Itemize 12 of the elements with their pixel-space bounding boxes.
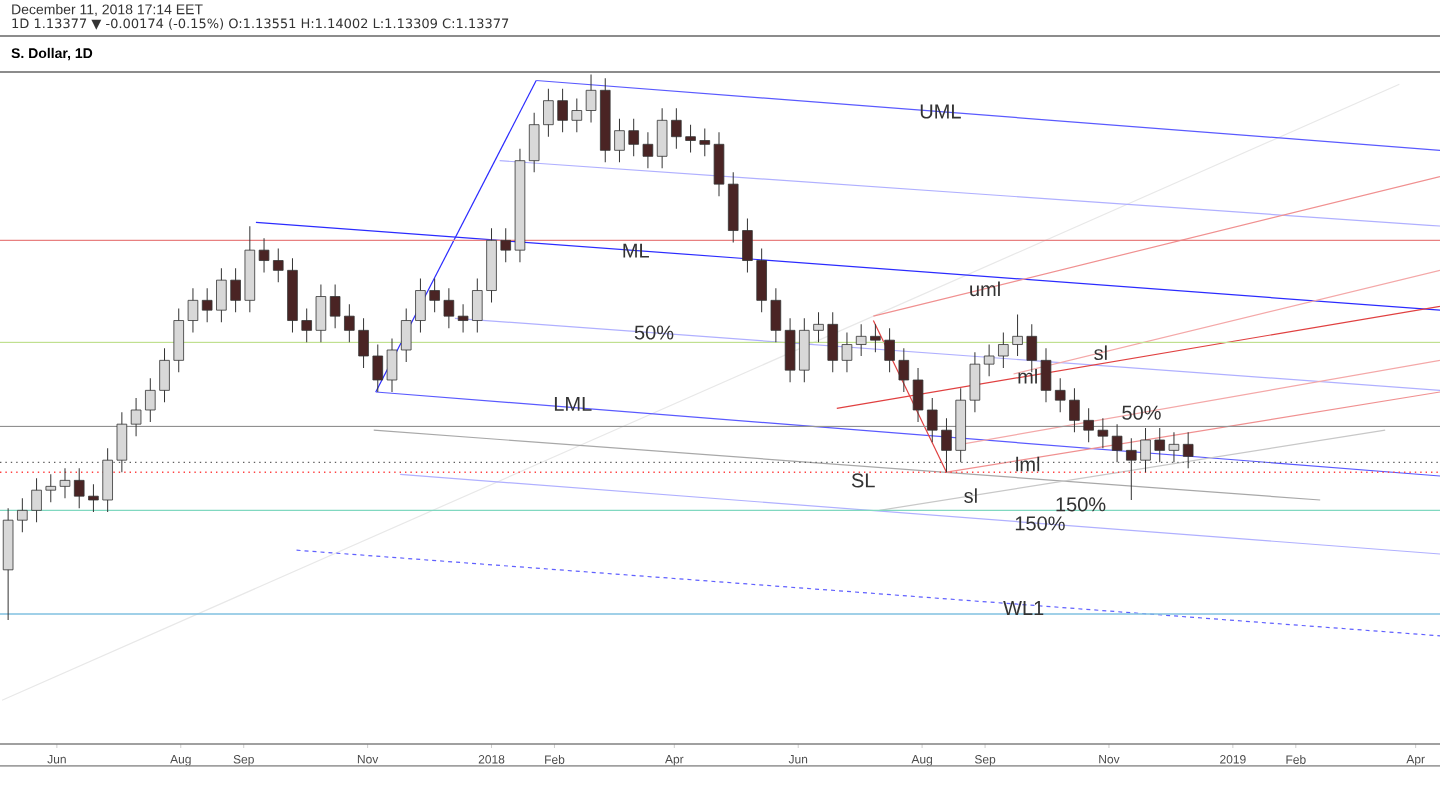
annotation: LML xyxy=(554,397,592,411)
annotation: WL1 xyxy=(1003,601,1044,615)
annotation: lml xyxy=(1016,456,1040,472)
annotation: sl xyxy=(964,488,977,503)
annotation: 50% xyxy=(1122,405,1161,420)
candlestick xyxy=(1182,431,1194,469)
annotation: 150% xyxy=(1015,516,1065,531)
annotation: sl xyxy=(1094,345,1107,361)
annotation: 150% xyxy=(1056,497,1106,512)
annotation: uml xyxy=(970,281,1000,297)
annotation: 50% xyxy=(634,325,674,340)
annotation: SL xyxy=(851,473,875,488)
